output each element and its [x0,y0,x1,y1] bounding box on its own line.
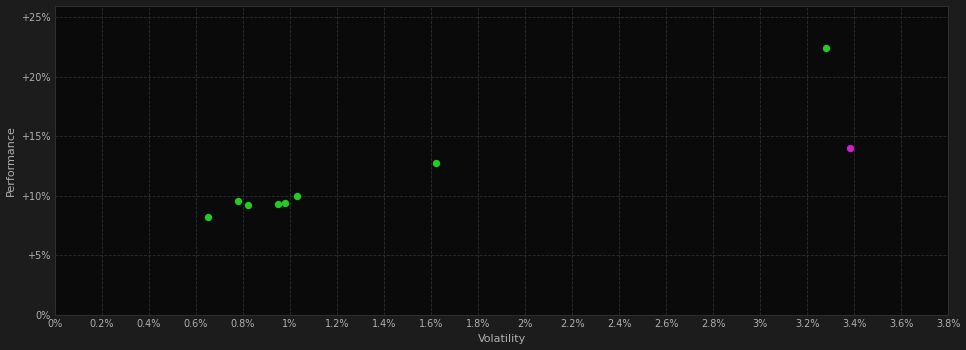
Point [270,201,286,207]
Point [428,160,443,165]
Point [240,203,255,208]
Point [277,200,293,206]
Point [200,215,215,220]
X-axis label: Volatility: Volatility [477,335,526,344]
Point [841,146,857,151]
Point [231,198,246,203]
Point [818,46,834,51]
Y-axis label: Performance: Performance [6,125,15,196]
Point [290,193,305,198]
